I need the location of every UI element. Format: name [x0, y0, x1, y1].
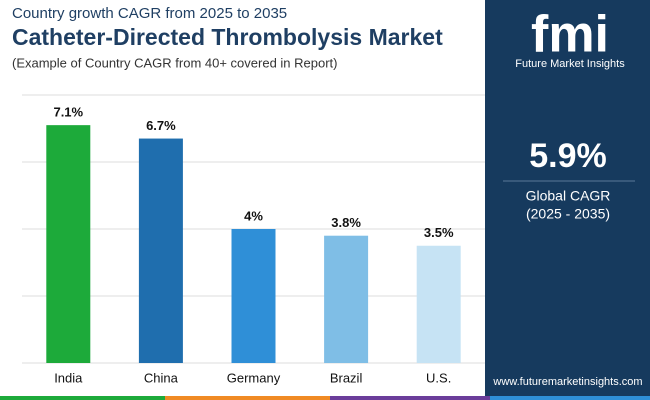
bar — [231, 229, 276, 363]
stripe — [490, 396, 650, 400]
value-label: 7.1% — [53, 105, 83, 120]
bar — [138, 138, 183, 363]
value-label: 3.8% — [331, 215, 361, 230]
bar — [416, 245, 461, 363]
bar — [324, 235, 369, 363]
cagr-label: Global CAGR — [526, 188, 611, 204]
value-label: 3.5% — [424, 225, 454, 240]
website: www.futuremarketinsights.com — [492, 376, 642, 388]
x-tick-label: India — [54, 370, 83, 385]
x-tick-label: China — [144, 370, 179, 385]
brand: Future Market Insights — [515, 58, 625, 70]
chart-note: (Example of Country CAGR from 40+ covere… — [12, 55, 338, 70]
x-tick-label: U.S. — [426, 370, 451, 385]
stripe — [0, 396, 165, 400]
cagr-period: (2025 - 2035) — [526, 206, 610, 222]
value-label: 4% — [244, 208, 263, 223]
value-label: 6.7% — [146, 118, 176, 133]
logo: fmi — [531, 6, 609, 64]
stripe — [165, 396, 330, 400]
chart-title: Catheter-Directed Thrombolysis Market — [12, 24, 443, 50]
bar — [46, 125, 91, 364]
x-tick-label: Germany — [227, 370, 281, 385]
sidebar-panel — [485, 0, 650, 400]
x-tick-label: Brazil — [330, 370, 363, 385]
stripe — [330, 396, 490, 400]
cagr-value: 5.9% — [529, 137, 607, 175]
chart-subtitle: Country growth CAGR from 2025 to 2035 — [12, 5, 287, 22]
